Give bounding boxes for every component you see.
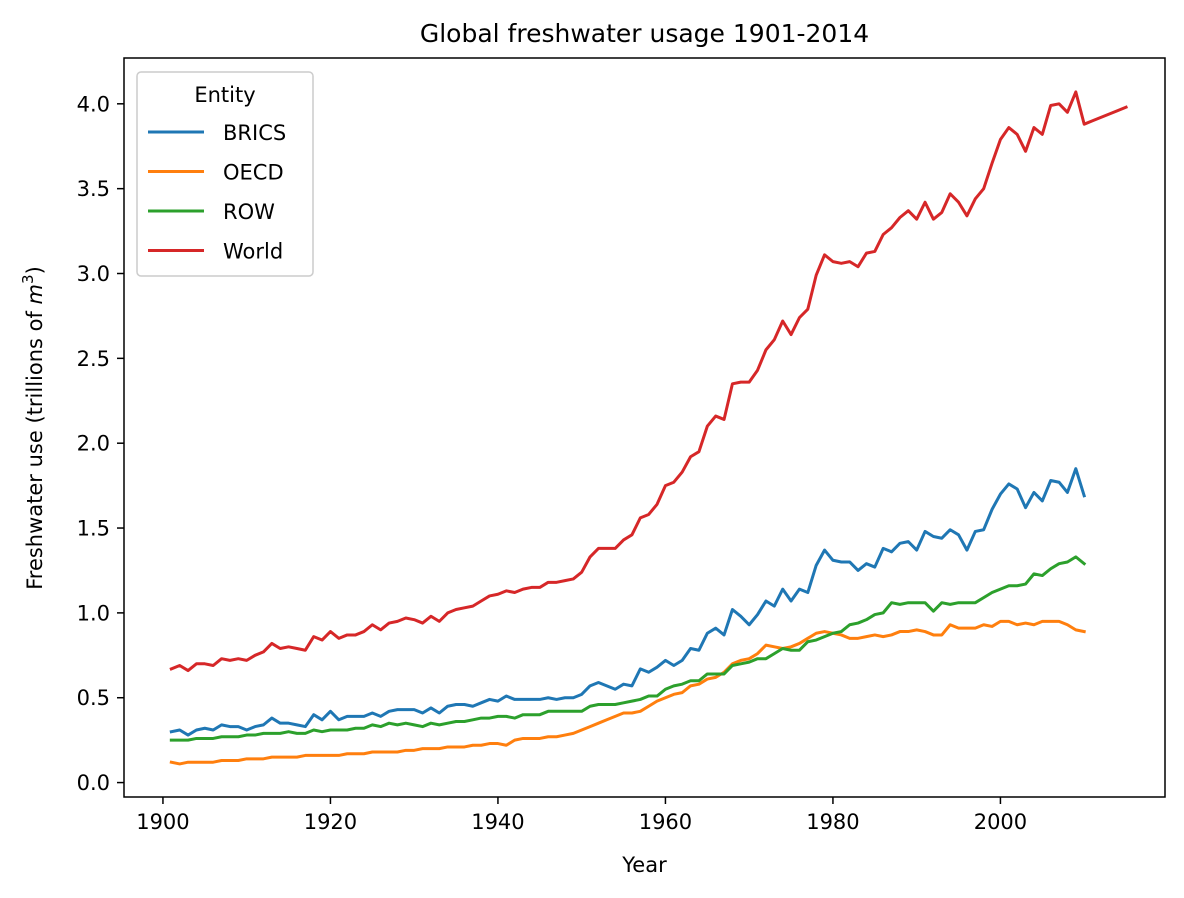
y-axis-label-suffix: ): [23, 266, 47, 274]
y-tick-label: 0.5: [77, 686, 110, 710]
legend-label-row: ROW: [223, 200, 275, 224]
chart-title: Global freshwater usage 1901-2014: [420, 19, 869, 48]
y-tick-label: 3.0: [77, 262, 110, 286]
y-tick-label: 2.5: [77, 347, 110, 371]
legend: Entity BRICS OECD ROW World: [136, 71, 314, 277]
x-tick-label: 2000: [974, 810, 1027, 834]
legend-box: [136, 71, 314, 277]
y-axis-label-unit: m: [23, 284, 47, 304]
series-line-oecd: [169, 619, 1086, 766]
y-tick-label: 4.0: [77, 92, 110, 116]
y-axis-label-sup: 3: [19, 274, 37, 284]
y-axis-label-prefix: Freshwater use (trillions of: [23, 304, 47, 589]
y-tick-label: 1.0: [77, 601, 110, 625]
x-axis: 1900 1920 1940 1960 1980 2000: [136, 797, 1027, 834]
y-tick-label: 2.0: [77, 432, 110, 456]
legend-title: Entity: [194, 83, 255, 107]
series-line-brics: [169, 467, 1087, 737]
series-line-world: [169, 90, 1129, 673]
legend-items: BRICS OECD ROW World: [148, 121, 286, 264]
x-tick-label: 1980: [806, 810, 859, 834]
legend-label-brics: BRICS: [223, 121, 286, 145]
y-tick-label: 1.5: [77, 517, 110, 541]
y-axis: 0.0 0.5 1.0 1.5 2.0 2.5 3.0 3.5 4.0: [77, 92, 124, 795]
plot-area: [169, 90, 1129, 766]
x-tick-label: 1960: [639, 810, 692, 834]
axes-frame: [123, 57, 1166, 798]
x-tick-label: 1940: [471, 810, 524, 834]
x-tick-label: 1920: [304, 810, 357, 834]
y-tick-label: 3.5: [77, 177, 110, 201]
legend-label-oecd: OECD: [223, 161, 284, 185]
x-tick-label: 1900: [136, 810, 189, 834]
y-axis-label: Freshwater use (trillions of m3): [19, 266, 47, 590]
x-axis-label: Year: [621, 853, 667, 877]
legend-label-world: World: [223, 240, 283, 264]
y-tick-label: 0.0: [77, 771, 110, 795]
series-line-row: [169, 555, 1087, 742]
